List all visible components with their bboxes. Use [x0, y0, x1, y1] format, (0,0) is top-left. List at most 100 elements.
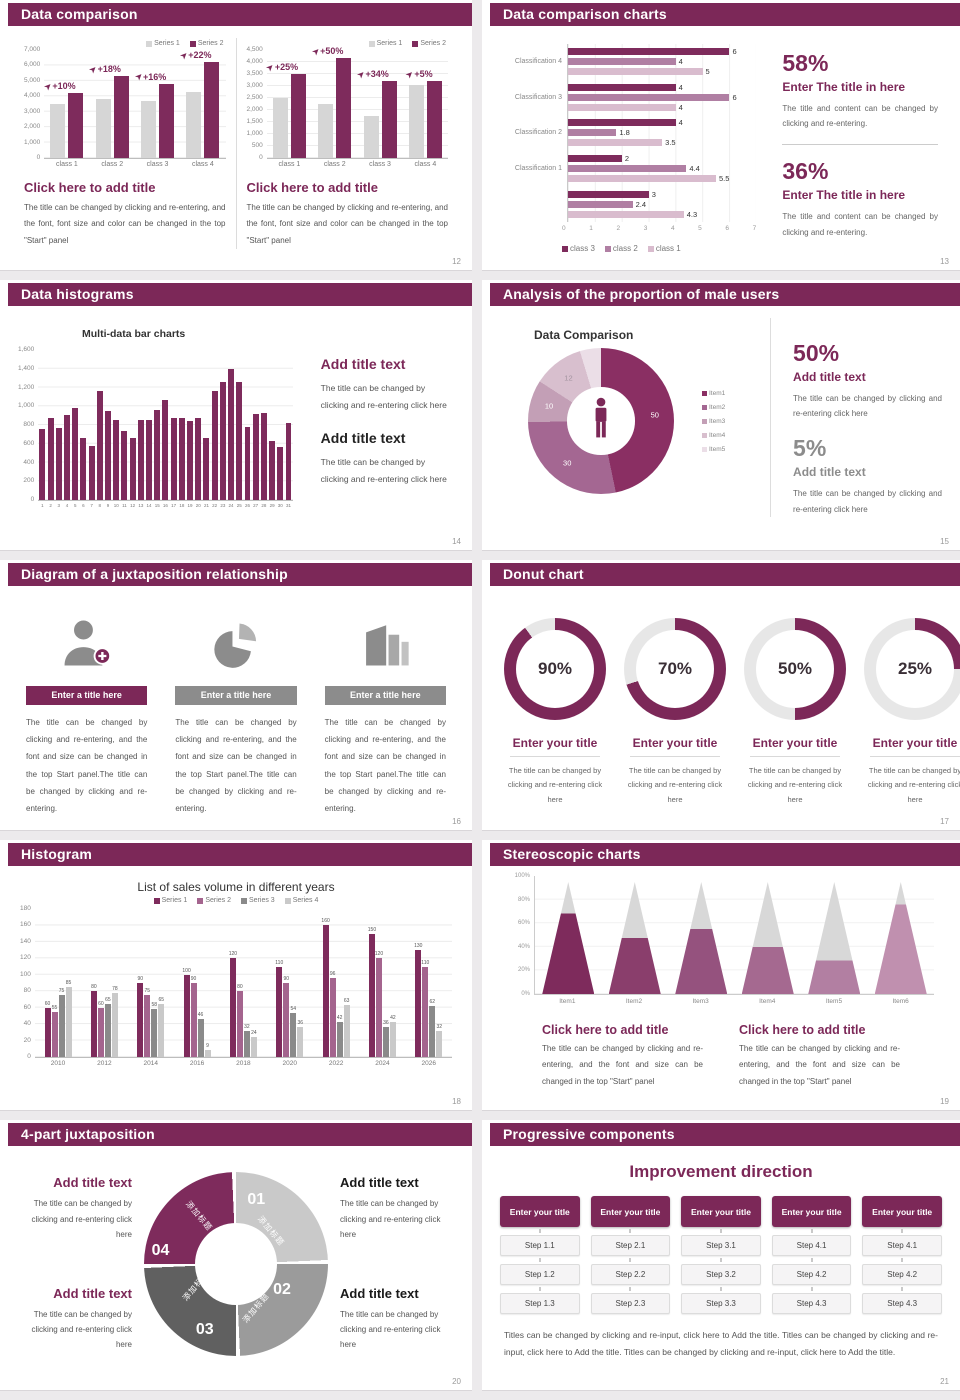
plot-area — [38, 350, 293, 501]
bar: 32 — [436, 1024, 443, 1057]
bar-value-label: 4 — [678, 118, 683, 128]
y-axis: 4,500 4,000 3,500 3,000 2,500 2,000 1,500 1,000… — [246, 46, 263, 161]
step-box[interactable]: Step 4.2 — [771, 1264, 852, 1285]
bar-group — [284, 350, 292, 500]
slide-18-histogram[interactable]: Histogram List of sales volume in differ… — [0, 840, 472, 1110]
bar — [219, 382, 226, 500]
step-box[interactable]: Step 2.1 — [590, 1235, 671, 1256]
hbar-chart: Classification 4 Classification 3 Classifi… — [500, 44, 757, 222]
x-tick-label: 2024 — [375, 1060, 390, 1067]
ring-percentage: 90% — [516, 630, 594, 708]
chart-title: Data Comparison — [534, 328, 634, 342]
slide-15-male-users-proportion[interactable]: Analysis of the proportion of male users… — [482, 280, 960, 550]
bar — [426, 81, 442, 158]
x-tick-label: 18 — [179, 503, 185, 508]
bar — [568, 200, 633, 208]
column-2: Enter a title here The title can be chan… — [175, 610, 297, 817]
cone-chart: 100% 80% 60% 40% 20% 0% — [508, 873, 934, 997]
text-row: Click here to add title The title can be… — [508, 1005, 934, 1090]
bar-group: 60 55 75 85 — [35, 909, 81, 1057]
bar — [137, 419, 144, 500]
block-body: The title can be changed by clicking and… — [31, 1199, 133, 1239]
donut-heading: Enter your title — [630, 736, 720, 757]
bar-value-label: 62 — [429, 999, 436, 1006]
slide-title: Donut chart — [490, 563, 960, 586]
bar — [568, 93, 730, 101]
enter-title-button[interactable]: Enter your title — [771, 1196, 852, 1227]
slide-16-juxtaposition-relationship[interactable]: Diagram of a juxtaposition relationship … — [0, 560, 472, 830]
bar-group: 3 2.4 4.3 — [568, 186, 756, 222]
legend-item: Series 3 — [241, 897, 275, 904]
item-body: The title can be changed by clicking and… — [324, 718, 446, 813]
stat-value: 50% — [793, 340, 840, 366]
slide-body: Classification 4 Classification 3 Classifi… — [482, 26, 960, 253]
step-box[interactable]: Step 4.1 — [771, 1235, 852, 1256]
enter-title-button[interactable]: Enter your title — [590, 1196, 671, 1227]
slide-body: Series 1 Series 2 7,000 6,000 5,000 4,000 3,0… — [0, 26, 472, 250]
slide-title: Data comparison charts — [490, 3, 960, 26]
cone-chart: 100% 80% 60% 40% 20% 0% Item1 Item2 Item3 Item4 It… — [508, 873, 934, 1005]
x-tick-label: 2022 — [328, 1060, 344, 1067]
slide-14-data-histograms[interactable]: Data histograms Multi-data bar charts 1,… — [0, 280, 472, 550]
bar: 24 — [250, 1030, 257, 1057]
block-heading: Add title text — [320, 430, 406, 446]
step-box[interactable]: Step 3.3 — [681, 1293, 761, 1314]
legend-swatch — [146, 40, 153, 47]
step-column: Enter your title Step 3.1 Step 3.2 Step 3.3 — [681, 1196, 761, 1314]
step-box[interactable]: Step 3.2 — [681, 1264, 761, 1285]
step-box[interactable]: Step 1.1 — [500, 1235, 580, 1256]
arrow-up-icon: ➤ — [264, 61, 277, 73]
step-box[interactable]: Step 1.3 — [500, 1293, 580, 1314]
slide-17-donut-chart[interactable]: Donut chart 90% Enter your title The tit… — [482, 560, 960, 830]
bar-group — [235, 350, 243, 500]
donut-body: The title can be changed by clicking and… — [867, 766, 960, 804]
x-tick-label: 20 — [195, 503, 201, 508]
bar: 150 — [368, 927, 376, 1057]
enter-title-button[interactable]: Enter your title — [862, 1196, 942, 1227]
bar: 55 — [51, 1005, 58, 1057]
bar-value-label: 6 — [732, 47, 737, 57]
bar-chart: 180 160 140 120 100 80 60 40 20 0 60 55 75 85 80 60 65 78… — [20, 905, 452, 1067]
slide-19-stereoscopic-charts[interactable]: Stereoscopic charts 100% 80% 60% 40% 20% 0% It… — [482, 840, 960, 1110]
bar-value-label: 6 — [732, 92, 737, 102]
step-box[interactable]: Step 4.1 — [862, 1235, 942, 1256]
slide-title: Stereoscopic charts — [490, 843, 960, 866]
slide-12-data-comparison[interactable]: Data comparison Series 1 Series 2 7,000 6,… — [0, 0, 472, 270]
step-box[interactable]: Step 2.2 — [590, 1264, 671, 1285]
x-tick-label: 5 — [698, 225, 702, 232]
legend-swatch — [284, 897, 291, 904]
bar-group — [129, 350, 137, 500]
enter-title-button[interactable]: Enter your title — [681, 1196, 761, 1227]
group-label: Classification 2 — [514, 129, 562, 137]
slide-21-progressive-components[interactable]: Progressive components Improvement direc… — [482, 1120, 960, 1390]
legend-swatch — [368, 40, 375, 47]
slide-20-4-part-juxtaposition[interactable]: 4-part juxtaposition Add title text The … — [0, 1120, 472, 1390]
bar-group — [55, 350, 63, 500]
bar-value-label: 75 — [144, 988, 150, 995]
bar-group — [227, 350, 235, 500]
bar: 54 — [290, 1006, 297, 1057]
bar-group — [96, 350, 104, 500]
bar-value-label: 4.3 — [686, 209, 698, 219]
bar — [568, 139, 663, 147]
step-box[interactable]: Step 2.3 — [590, 1293, 671, 1314]
bar: 58 — [151, 1002, 158, 1057]
bar — [141, 100, 157, 158]
panel-body: The title can be changed by clicking and… — [246, 203, 449, 245]
step-box[interactable]: Step 4.3 — [771, 1293, 852, 1314]
x-axis: class 1 class 2 class 3 class 4 — [44, 161, 225, 168]
x-tick-label: 8 — [98, 503, 102, 508]
legend-swatch — [197, 897, 204, 904]
step-box[interactable]: Step 4.2 — [862, 1264, 942, 1285]
step-box[interactable]: Step 4.3 — [862, 1293, 942, 1314]
bar: 36 — [297, 1020, 304, 1057]
enter-title-button[interactable]: Enter your title — [500, 1196, 580, 1227]
cone-shape — [741, 882, 794, 994]
step-box[interactable]: Step 3.1 — [681, 1235, 761, 1256]
bar — [318, 104, 334, 158]
connector-dot — [810, 1258, 813, 1262]
stat-body: The title and content can be changed by … — [782, 212, 938, 237]
step-box[interactable]: Step 1.2 — [500, 1264, 580, 1285]
